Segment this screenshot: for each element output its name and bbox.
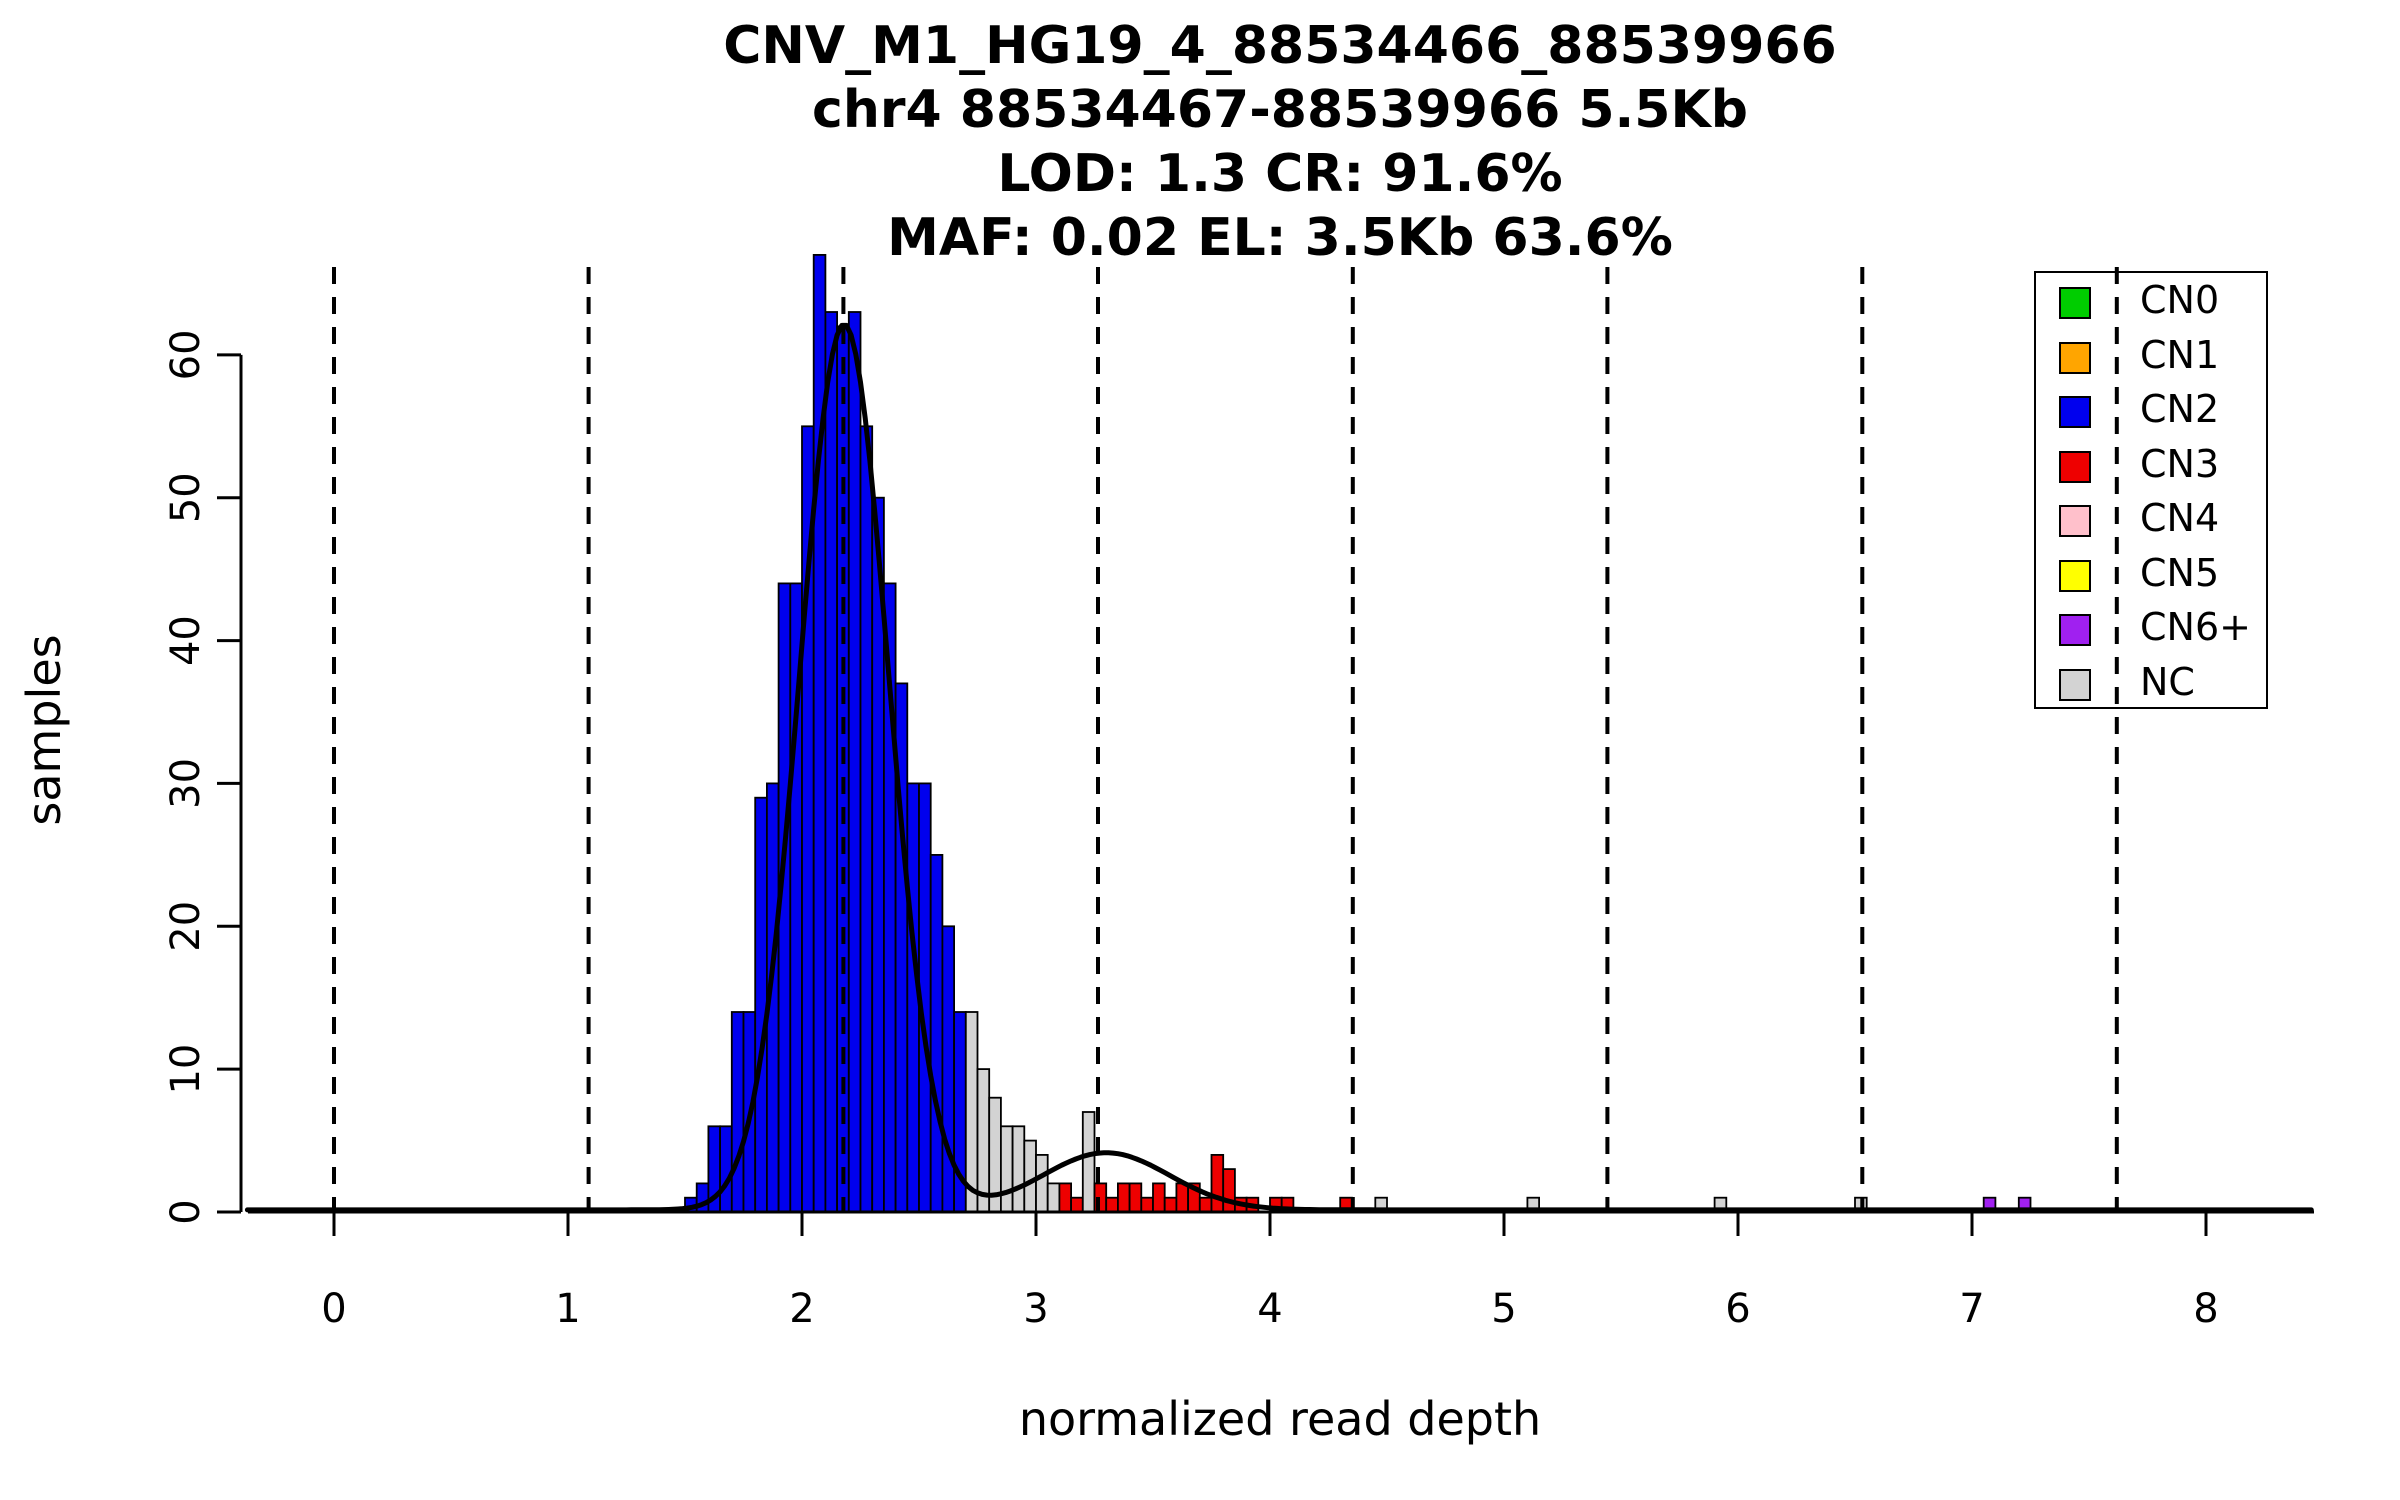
histogram-bar-CN2 [941, 925, 956, 1213]
x-tick-label: 5 [1491, 1286, 1516, 1332]
histogram-bar-CN2 [730, 1011, 745, 1213]
title-line-1: CNV_M1_HG19_4_88534466_88539966 [723, 16, 1837, 76]
y-tick-label: 60 [163, 329, 209, 380]
histogram-bar-NC [964, 1011, 979, 1213]
legend: CN0 CN1 CN2 CN3 CN4 CN5 CN6+ NC [2034, 271, 2268, 709]
legend-swatch-cn2 [2059, 396, 2091, 428]
histogram-bar-CN3 [1152, 1182, 1166, 1213]
legend-swatch-cn4 [2059, 505, 2091, 537]
x-tick-label: 1 [555, 1286, 580, 1332]
legend-swatch-cn1 [2059, 342, 2091, 374]
legend-label-cn6plus: CN6+ [2140, 605, 2251, 649]
title-line-4: MAF: 0.02 EL: 3.5Kb 63.6% [887, 208, 1673, 268]
x-tick-label: 0 [321, 1286, 346, 1332]
title-line-3: LOD: 1.3 CR: 91.6% [997, 144, 1563, 204]
legend-label-cn3: CN3 [2140, 442, 2219, 486]
legend-label-cn4: CN4 [2140, 496, 2219, 540]
histogram-bar-CN3 [1163, 1196, 1178, 1213]
y-tick-label: 40 [163, 615, 209, 666]
legend-swatch-cn6plus [2059, 614, 2091, 646]
x-axis-label: normalized read depth [1018, 1392, 1542, 1446]
histogram-bar-NC [1011, 1125, 1026, 1213]
histogram-bar-CN2 [847, 311, 862, 1213]
histogram-bar-NC [976, 1068, 991, 1213]
histogram-bar-NC [1046, 1182, 1061, 1213]
histogram-bar-CN2 [754, 796, 768, 1213]
legend-swatch-cn0 [2059, 287, 2091, 319]
histogram-bar-NC [1081, 1111, 1096, 1213]
x-tick-label: 4 [1257, 1286, 1282, 1332]
histogram-bar-CN3 [1198, 1196, 1213, 1213]
y-tick-label: 10 [163, 1044, 209, 1095]
histogram-bar-CN3 [1222, 1168, 1236, 1213]
density-curve [244, 322, 2314, 1213]
legend-swatch-cn5 [2059, 560, 2091, 592]
histogram-bar-CN3 [1140, 1196, 1154, 1213]
histogram-bar-CN2 [859, 425, 874, 1213]
legend-label-cn0: CN0 [2140, 278, 2219, 322]
x-tick-label: 7 [1959, 1286, 1984, 1332]
legend-label-cn1: CN1 [2140, 333, 2219, 377]
density-curve-layer [244, 322, 2314, 1213]
y-tick-label: 0 [163, 1199, 209, 1224]
title-line-2: chr4 88534467-88539966 5.5Kb [812, 80, 1748, 140]
legend-swatch-nc [2059, 669, 2091, 701]
histogram-bar-CN2 [929, 854, 944, 1213]
x-tick-label: 6 [1725, 1286, 1750, 1332]
copy-number-guides [332, 267, 2119, 1211]
histogram-bar-CN3 [1070, 1196, 1084, 1213]
histogram-bar-CN3 [1105, 1196, 1119, 1213]
y-tick-label: 30 [163, 758, 209, 809]
legend-label-cn5: CN5 [2140, 551, 2219, 595]
histogram-bar-CN2 [719, 1125, 733, 1213]
histogram-bar-CN3 [1175, 1182, 1190, 1213]
histogram-bar-NC [1035, 1154, 1049, 1213]
histogram-bar-CN3 [1117, 1182, 1131, 1213]
legend-label-cn2: CN2 [2140, 387, 2219, 431]
histogram-bar-NC [1000, 1125, 1014, 1213]
axes: 0 1 2 3 4 5 6 7 8 0 10 20 30 40 50 60 [163, 329, 2314, 1332]
histogram-bar-CN2 [824, 311, 839, 1213]
histogram-bars [684, 253, 2032, 1213]
legend-label-nc: NC [2140, 660, 2195, 704]
histogram-bar-CN3 [1128, 1182, 1143, 1213]
chart-title: CNV_M1_HG19_4_88534466_88539966 chr4 885… [240, 14, 2320, 270]
histogram-bar-CN3 [1210, 1154, 1225, 1213]
x-tick-label: 2 [789, 1286, 814, 1332]
x-tick-label: 3 [1023, 1286, 1048, 1332]
legend-swatch-cn3 [2059, 451, 2091, 483]
x-tick-label: 8 [2193, 1286, 2218, 1332]
histogram-bar-NC [1023, 1139, 1037, 1213]
histogram-bar-CN3 [1058, 1182, 1073, 1213]
y-tick-label: 20 [163, 901, 209, 952]
y-tick-label: 50 [163, 472, 209, 523]
